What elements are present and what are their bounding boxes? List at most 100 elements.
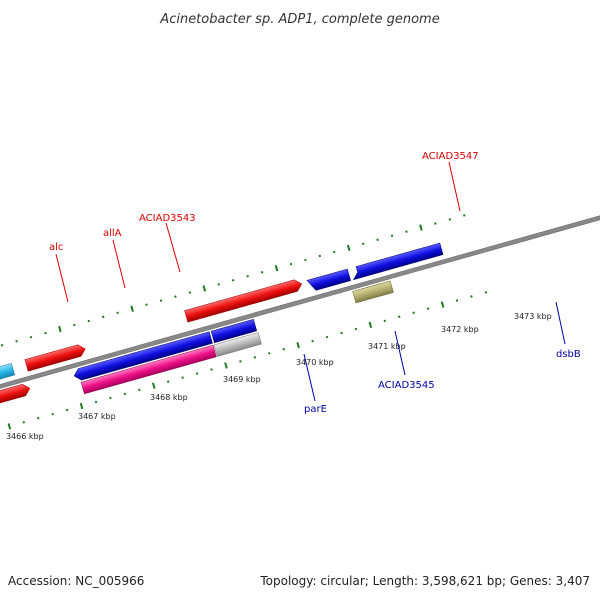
minor-tick [398, 315, 401, 319]
major-tick [224, 362, 228, 369]
genome-summary-text: Topology: circular; Length: 3,598,621 bp… [260, 574, 590, 588]
tick-label-3466: 3466 kbp [6, 432, 44, 441]
minor-tick [282, 348, 285, 351]
minor-tick [51, 412, 54, 416]
minor-tick [174, 295, 177, 298]
gene-dsbB[interactable] [352, 280, 394, 304]
minor-tick [246, 275, 249, 278]
gene-label-ACIAD3545[interactable]: ACIAD3545 [378, 380, 435, 391]
minor-tick [405, 230, 408, 233]
minor-tick [426, 307, 430, 310]
tick-label-3467: 3467 kbp [78, 412, 116, 421]
lower-scale-ticks [7, 291, 488, 430]
minor-tick [145, 303, 148, 306]
minor-tick [311, 339, 314, 343]
tick-label-3470: 3470 kbp [296, 358, 334, 367]
minor-tick [354, 327, 358, 331]
minor-tick [116, 311, 119, 315]
gene-red-reverse-small[interactable] [0, 383, 31, 405]
upper-scale-ticks [0, 214, 466, 347]
gene-ACIAD3543[interactable] [24, 343, 87, 372]
minor-tick [304, 258, 307, 262]
minor-tick [44, 331, 47, 335]
gene-label-parE[interactable]: parE [304, 404, 327, 415]
minor-tick [463, 214, 466, 217]
minor-tick [289, 262, 293, 266]
minor-tick [318, 254, 322, 258]
minor-tick [138, 388, 141, 392]
minor-tick [166, 380, 170, 383]
minor-tick [36, 417, 40, 420]
scale-labels: 3466 kbp 3467 kbp 3468 kbp 3469 kbp 3470… [6, 312, 552, 441]
minor-tick [484, 291, 488, 294]
minor-tick [29, 335, 33, 339]
major-tick [296, 342, 300, 349]
leader-line-ACIAD3547 [448, 161, 461, 212]
minor-tick [210, 368, 213, 371]
gene-blue-forward-right[interactable] [306, 268, 351, 292]
major-tick [419, 224, 423, 231]
minor-tick [217, 283, 220, 286]
minor-tick [268, 352, 271, 355]
minor-tick [260, 270, 264, 274]
minor-tick [65, 408, 69, 412]
minor-tick [109, 396, 112, 400]
minor-tick [0, 344, 4, 347]
leader-line-ACIAD3545 [394, 330, 406, 376]
minor-tick [383, 319, 387, 323]
gene-parE[interactable] [80, 344, 217, 395]
minor-tick [412, 311, 415, 314]
minor-tick [448, 218, 452, 221]
minor-tick [101, 315, 105, 319]
gene-ACIAD3547[interactable] [184, 278, 304, 323]
gene-blue-reverse-center[interactable] [73, 331, 213, 382]
minor-tick [181, 376, 184, 379]
gene-label-alc[interactable]: alc [49, 242, 63, 253]
gene-blue-reverse-small[interactable] [210, 318, 258, 344]
major-tick [346, 244, 351, 252]
gene-labels: alc allA ACIAD3543 ACIAD3547 parE ACIAD3… [49, 151, 581, 415]
tick-label-3469: 3469 kbp [223, 375, 261, 384]
major-tick [79, 402, 84, 410]
accession-text: Accession: NC_005966 [8, 574, 145, 588]
gene-label-allA[interactable]: allA [103, 228, 122, 239]
page-title: Acinetobacter sp. ADP1, complete genome [159, 12, 439, 27]
gene-label-ACIAD3543[interactable]: ACIAD3543 [139, 213, 196, 224]
minor-tick [455, 299, 459, 302]
minor-tick [15, 339, 18, 343]
minor-tick [123, 392, 127, 396]
gene-ACIAD3545[interactable] [213, 332, 262, 357]
major-tick [440, 301, 445, 308]
gene-label-dsbB[interactable]: dsbB [556, 349, 581, 360]
gene-allA[interactable] [0, 363, 15, 385]
minor-tick [325, 335, 329, 339]
minor-tick [333, 250, 336, 254]
major-tick [7, 423, 12, 430]
minor-tick [188, 291, 192, 294]
leader-line-parE [303, 353, 316, 402]
minor-tick [340, 331, 343, 335]
minor-tick [434, 222, 437, 225]
tick-label-3473: 3473 kbp [514, 312, 552, 321]
minor-tick [73, 323, 76, 327]
tick-label-3468: 3468 kbp [150, 393, 188, 402]
minor-tick [87, 319, 91, 323]
leader-line-allA [112, 239, 126, 289]
minor-tick [159, 299, 163, 302]
tick-label-3471: 3471 kbp [368, 342, 406, 351]
leader-line-ACIAD3543 [165, 222, 181, 273]
major-tick [58, 325, 62, 333]
genome-backbone [0, 164, 600, 440]
minor-tick [390, 234, 394, 237]
gene-label-ACIAD3547[interactable]: ACIAD3547 [422, 151, 479, 162]
minor-tick [231, 279, 235, 282]
minor-tick [239, 360, 242, 363]
leader-line-alc [55, 253, 69, 303]
gene-blue-forward-far-right[interactable] [350, 242, 444, 281]
minor-tick [376, 238, 379, 241]
major-tick [151, 382, 156, 389]
major-tick [274, 265, 279, 272]
leader-line-dsbB [555, 301, 566, 345]
